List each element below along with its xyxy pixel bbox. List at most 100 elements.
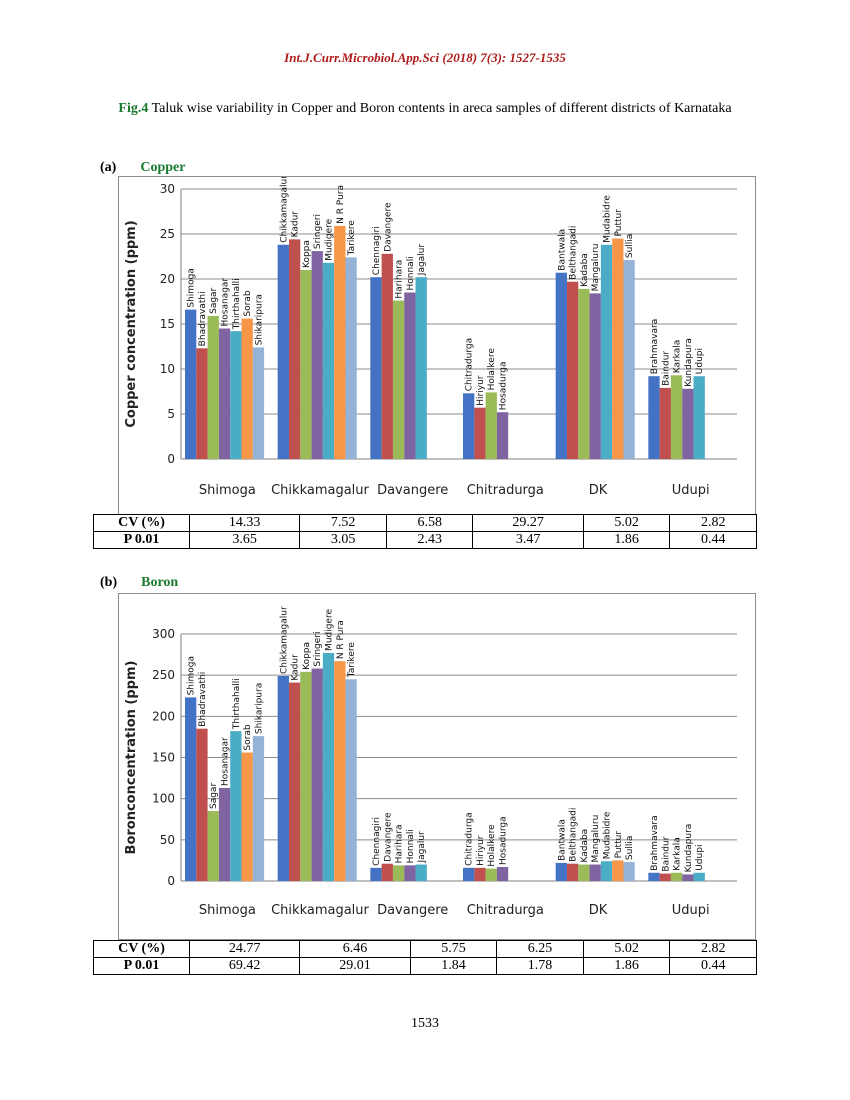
copper-y-tick-label: 5	[167, 407, 175, 421]
copper-cv-value: 2.82	[669, 514, 757, 532]
copper-category-label: Chikkamagalur	[271, 483, 369, 498]
boron-bar	[555, 862, 567, 881]
boron-bar	[670, 872, 683, 881]
copper-bar-label: Sringeri	[313, 214, 323, 249]
copper-bar	[300, 270, 312, 459]
boron-bar-label: Honnali	[406, 829, 416, 863]
copper-bar	[682, 388, 694, 459]
panel-b-title: Boron	[141, 575, 179, 590]
page-number: 1533	[411, 1016, 439, 1031]
boron-cv-row: CV (%) 24.77 6.46 5.75 6.25 5.02 2.82	[93, 940, 757, 958]
copper-bar-label: Holalkere	[487, 348, 497, 391]
copper-bar-label: Mudigere	[325, 218, 335, 260]
boron-bar-label: Udupi	[695, 845, 705, 871]
panel-b-letter: (b)	[100, 575, 118, 590]
figure-label: Fig.4	[118, 101, 149, 116]
copper-bar-label: Sorab	[243, 290, 253, 316]
boron-bar	[277, 675, 289, 881]
copper-bar-label: Hiriyur	[476, 375, 486, 405]
copper-bar-label: Hosadurga	[499, 362, 509, 411]
copper-p-value: 3.05	[299, 531, 387, 549]
boron-bar-label: Davangere	[383, 812, 393, 862]
boron-bar-label: N R Pura	[336, 620, 346, 659]
copper-bar-label: Chennagiri	[372, 226, 382, 275]
copper-p-value: 3.65	[188, 531, 301, 549]
copper-bar-label: Belthangadi	[569, 226, 579, 280]
copper-category-label: DK	[589, 483, 608, 498]
copper-bar	[230, 331, 242, 459]
journal-header: Int.J.Curr.Microbiol.App.Sci (2018) 7(3)…	[284, 50, 566, 65]
copper-bar	[578, 288, 590, 459]
boron-bar	[463, 867, 475, 881]
boron-bar	[300, 671, 312, 881]
copper-cv-value: 5.02	[582, 514, 671, 532]
copper-stats-table: CV (%) 14.33 7.52 6.58 29.27 5.02 2.82 P…	[93, 514, 757, 549]
boron-bar	[566, 863, 579, 881]
boron-bar-label: Sringeri	[313, 632, 323, 667]
copper-bar-label: Sullia	[625, 234, 635, 258]
copper-p-value: 0.44	[669, 531, 757, 549]
boron-bar-label: Puttur	[614, 831, 624, 859]
copper-bar	[392, 300, 405, 459]
boron-bar	[415, 864, 427, 881]
boron-p-value: 29.01	[299, 957, 411, 975]
copper-p-value: 3.47	[472, 531, 584, 549]
copper-bar	[334, 225, 346, 459]
copper-y-tick-label: 0	[167, 452, 175, 466]
boron-bar	[392, 865, 405, 881]
copper-bar-label: Shimoga	[187, 268, 197, 307]
boron-bar-label: Bhadravathi	[198, 672, 208, 727]
boron-bar-label: Harihara	[395, 824, 405, 863]
copper-bar-label: Bantwala	[557, 229, 567, 271]
boron-category-label: Chitradurga	[467, 903, 544, 918]
boron-cv-value: 6.25	[496, 940, 584, 958]
copper-y-tick-label: 30	[160, 182, 175, 196]
copper-bar-label: Baindur	[661, 351, 671, 386]
boron-bar-label: Tarikere	[347, 642, 357, 679]
boron-bar	[612, 860, 624, 881]
copper-bar-label: Karkala	[673, 340, 683, 374]
boron-bar	[659, 873, 671, 881]
copper-bar-label: Shikaripura	[254, 294, 264, 345]
copper-category-label: Udupi	[672, 483, 710, 498]
copper-bar	[648, 376, 660, 459]
copper-bar	[612, 238, 624, 459]
copper-bar	[277, 244, 289, 459]
copper-bar-label: N R Pura	[336, 185, 346, 224]
copper-bar-label: Harihara	[395, 260, 405, 299]
copper-chart: 0 5 10 15 20 25 30 Copper concentration (ppm) Sh…	[124, 175, 737, 498]
copper-y-axis-label: Copper concentration (ppm)	[124, 220, 139, 427]
boron-bar-label: Jagalur	[417, 831, 427, 864]
copper-bar	[345, 257, 357, 459]
boron-bar	[496, 867, 509, 881]
copper-category-label: Davangere	[377, 483, 448, 498]
copper-bar-label: Koppa	[302, 240, 312, 268]
boron-bar-label: Baindur	[661, 836, 671, 871]
copper-bar-label: Udupi	[695, 348, 705, 374]
copper-bar-label: Chitradurga	[465, 338, 475, 391]
boron-p-value: 69.42	[188, 957, 301, 975]
boron-p-value: 1.78	[496, 957, 584, 975]
copper-bar	[288, 239, 301, 459]
copper-category-label: Shimoga	[199, 483, 256, 498]
boron-bar	[693, 872, 705, 881]
copper-bar-label: Thirthahalli	[232, 278, 242, 330]
copper-bar	[589, 293, 601, 459]
boron-y-tick-label: 0	[167, 874, 175, 888]
boron-cv-value: 5.75	[409, 940, 498, 958]
copper-bar-label: Kadaba	[580, 253, 590, 287]
copper-bar	[185, 309, 197, 459]
copper-bar	[311, 251, 323, 459]
boron-bar-label: Sorab	[243, 724, 253, 750]
panel-a-heading: (a) Copper	[100, 160, 185, 176]
copper-bar	[693, 376, 705, 459]
boron-cv-value: 2.82	[669, 940, 757, 958]
copper-cv-value: 6.58	[385, 514, 474, 532]
boron-p-row: P 0.01 69.42 29.01 1.84 1.78 1.86 0.44	[93, 957, 757, 975]
copper-y-tick-label: 25	[160, 227, 175, 241]
copper-y-tick-label: 10	[160, 362, 175, 376]
copper-bar	[322, 262, 335, 459]
boron-bar	[404, 865, 416, 881]
boron-bar	[589, 864, 601, 881]
boron-cv-value: 24.77	[188, 940, 301, 958]
